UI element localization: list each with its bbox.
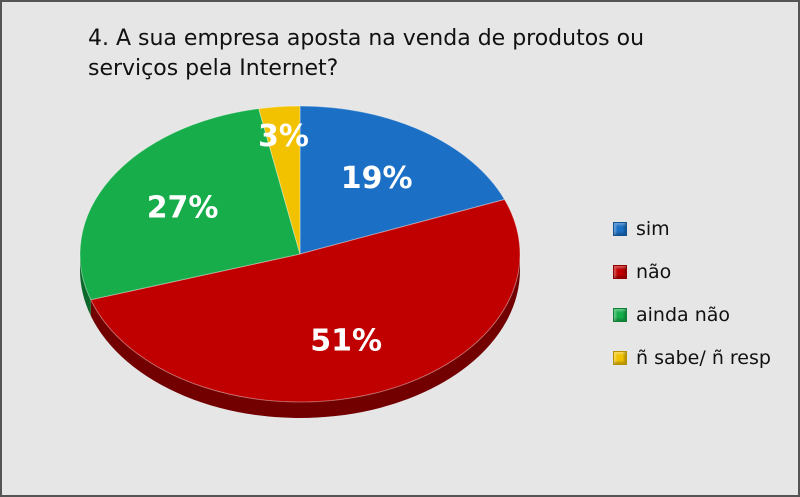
pie-label-n-sabe-n-resp: 3%	[258, 119, 309, 154]
pie-top-layer	[79, 105, 521, 403]
pie-label-sim: 19%	[341, 161, 413, 196]
legend-swatch-ainda-nao	[613, 308, 627, 322]
legend-item-nao: não	[613, 257, 771, 287]
pie-slice-nao	[90, 198, 521, 403]
pie-side-layer	[80, 254, 520, 418]
legend-item-sim: sim	[613, 214, 771, 244]
pie-label-nao: 51%	[310, 323, 382, 358]
chart-title: 4. A sua empresa aposta na venda de prod…	[88, 26, 645, 81]
legend-item-nao-sabe: ñ sabe/ ñ resp	[613, 343, 771, 373]
pie-slice-n-sabe-n-resp	[258, 105, 301, 255]
legend-swatch-nao-sabe	[613, 351, 627, 365]
legend-label: não	[636, 261, 672, 283]
legend-label: sim	[636, 218, 670, 240]
pie-side-ainda-nao	[80, 254, 91, 316]
pie-label-layer: 19% 51% 27% 3%	[147, 119, 413, 358]
legend-label: ñ sabe/ ñ resp	[636, 347, 771, 369]
legend-swatch-sim	[613, 222, 627, 236]
pie-slice-ainda-nao	[79, 108, 301, 301]
pie-slice-sim	[299, 105, 506, 255]
legend-label: ainda não	[636, 304, 731, 326]
legend-swatch-nao	[613, 265, 627, 279]
legend-item-ainda-nao: ainda não	[613, 300, 771, 330]
pie-label-ainda-nao: 27%	[147, 190, 219, 225]
chart-legend: sim não ainda não ñ sabe/ ñ resp	[613, 214, 771, 386]
